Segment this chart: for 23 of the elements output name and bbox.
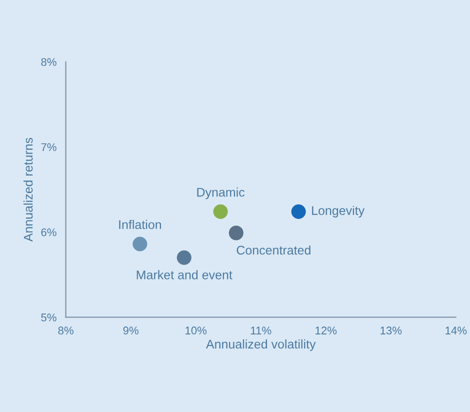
series-label: Inflation [119,220,161,230]
y-tick-label: 5% [41,314,56,322]
series-label: Concentrated [236,245,310,255]
x-tick-label: 9% [123,326,138,334]
y-tick-label: 6% [41,228,56,236]
y-axis-title: Annualized returns [24,138,33,242]
x-tick-label: 12% [316,326,337,334]
point [228,226,244,240]
x-axis-title: Annualized volatility [206,339,316,352]
x-tick-label: 10% [186,326,207,334]
point [132,236,148,252]
series-label: Dynamic [197,188,245,200]
y-tick-label: 7% [41,143,56,152]
point [176,250,192,265]
x-tick-label: 13% [380,326,402,334]
y-tick-label: 8% [41,58,56,66]
x-tick-label: 11% [250,326,272,334]
series-label: Longevity [312,206,365,218]
x-tick-label: 14% [446,326,467,334]
series-label: Market and event [136,270,232,280]
point [213,204,228,219]
point [291,204,306,219]
x-tick-label: 8% [58,326,74,334]
